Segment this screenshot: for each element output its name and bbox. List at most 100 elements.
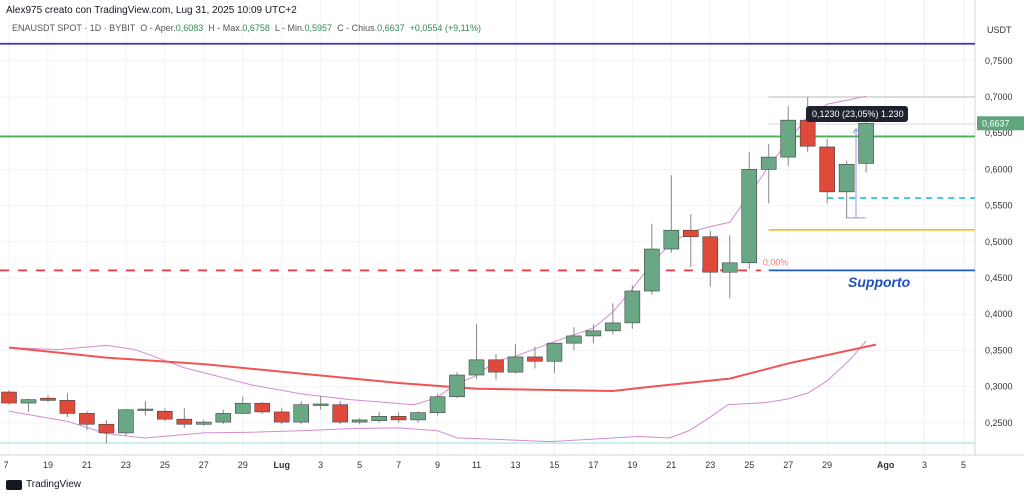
- x-tick-label: 5: [961, 460, 966, 470]
- x-tick-label: 21: [82, 460, 92, 470]
- y-tick-label: 0,4000: [985, 309, 1013, 319]
- x-tick-label: 17: [588, 460, 598, 470]
- candle-body: [137, 408, 154, 411]
- last-price-label: 0,6637: [982, 118, 1010, 128]
- x-tick-label: 29: [822, 460, 832, 470]
- candle-13: [254, 401, 271, 415]
- x-tick-label: 21: [666, 460, 676, 470]
- candle-7: [137, 401, 154, 416]
- high-label: H - Max.: [208, 23, 243, 33]
- candle-body: [196, 421, 212, 425]
- high-value: 0,6758: [242, 23, 270, 33]
- candle-body: [390, 415, 407, 421]
- y-tick-label: 0,5000: [985, 237, 1013, 247]
- x-tick-label: 27: [783, 460, 793, 470]
- candle-body: [527, 356, 543, 362]
- bollinger-lower-line: [8, 340, 867, 443]
- x-tick-label: 25: [160, 460, 170, 470]
- candle-body: [20, 399, 37, 404]
- candle-42: [819, 138, 835, 204]
- currency-label: USDT: [987, 25, 1012, 35]
- x-tick-label: 23: [705, 460, 715, 470]
- y-tick-label: 0,6500: [985, 128, 1013, 138]
- candle-33: [644, 223, 660, 295]
- x-tick-label: Ago: [877, 460, 895, 470]
- candle-body: [273, 411, 290, 423]
- measure-tooltip-text: 0,1230 (23,05%) 1.230: [812, 109, 904, 119]
- candle-5: [98, 419, 115, 444]
- x-tick-label: 29: [238, 460, 248, 470]
- candle-17: [332, 401, 348, 425]
- candle-22: [429, 393, 446, 416]
- x-tick-label: 19: [43, 460, 53, 470]
- candle-body: [79, 413, 95, 425]
- candle-body: [624, 290, 641, 324]
- x-tick-label: 3: [922, 460, 927, 470]
- symbol-legend: ENAUSDT SPOT · 1D · BYBIT O - Aper.0,608…: [12, 23, 481, 33]
- candle-11: [215, 409, 232, 425]
- open-label: O - Aper.: [140, 23, 176, 33]
- candle-34: [663, 175, 680, 253]
- author-line: Alex975 creato con TradingView.com, Lug …: [6, 5, 297, 16]
- candle-3: [59, 393, 76, 418]
- candle-12: [234, 396, 251, 415]
- candle-18: [351, 418, 368, 425]
- candle-body: [819, 146, 835, 193]
- x-tick-label: 7: [3, 460, 8, 470]
- candle-body: [585, 330, 602, 337]
- open-value: 0,6083: [175, 23, 204, 33]
- x-tick-label: 15: [549, 460, 559, 470]
- close-label: C - Chius.: [337, 23, 378, 33]
- measure-tooltip: [806, 106, 908, 122]
- candle-body: [59, 400, 76, 414]
- low-value: 0,5957: [304, 23, 333, 33]
- candle-body: [605, 322, 621, 332]
- x-tick-label: 5: [357, 460, 362, 470]
- candle-body: [488, 359, 504, 373]
- symbol-name[interactable]: ENAUSDT SPOT · 1D · BYBIT: [12, 23, 136, 33]
- candle-body: [312, 403, 329, 406]
- footer-brand: TradingView: [6, 479, 81, 490]
- fib-label: 0,00%: [763, 257, 789, 267]
- x-tick-label: 25: [744, 460, 754, 470]
- candle-19: [371, 411, 387, 423]
- candle-16: [312, 396, 329, 410]
- candle-body: [215, 413, 232, 423]
- candle-31: [605, 303, 621, 335]
- y-tick-label: 0,7500: [985, 56, 1013, 66]
- candle-body: [157, 410, 173, 420]
- candle-23: [449, 372, 465, 399]
- candle-1: [20, 398, 37, 412]
- candle-body: [721, 262, 738, 273]
- candle-body: [760, 156, 777, 170]
- candle-body: [546, 342, 563, 362]
- candle-body: [1, 391, 17, 404]
- x-tick-label: 11: [472, 460, 481, 470]
- candle-body: [332, 404, 348, 423]
- candle-14: [273, 408, 290, 425]
- x-tick-label: 13: [510, 460, 520, 470]
- candle-36: [702, 230, 719, 287]
- y-tick-label: 0,6000: [985, 164, 1013, 174]
- last-price-badge: [977, 116, 1024, 131]
- candle-body: [429, 396, 446, 413]
- candle-25: [488, 354, 504, 380]
- candle-21: [410, 411, 426, 423]
- low-label: L - Min.: [274, 23, 305, 33]
- candle-41: [799, 97, 816, 153]
- x-tick-label: Lug: [273, 460, 290, 470]
- candle-body: [799, 119, 816, 147]
- candle-body: [702, 236, 719, 273]
- candle-24: [468, 324, 485, 380]
- support-label: Supporto: [848, 274, 911, 290]
- candle-44: [858, 114, 874, 173]
- change-value: +0,0554 (+9,11%): [409, 23, 482, 33]
- candle-body: [40, 397, 56, 401]
- candle-body: [644, 248, 660, 292]
- candle-body: [98, 423, 115, 434]
- candle-body: [449, 374, 465, 398]
- candle-28: [546, 342, 563, 373]
- y-tick-label: 0,7000: [985, 92, 1013, 102]
- candle-body: [293, 404, 310, 423]
